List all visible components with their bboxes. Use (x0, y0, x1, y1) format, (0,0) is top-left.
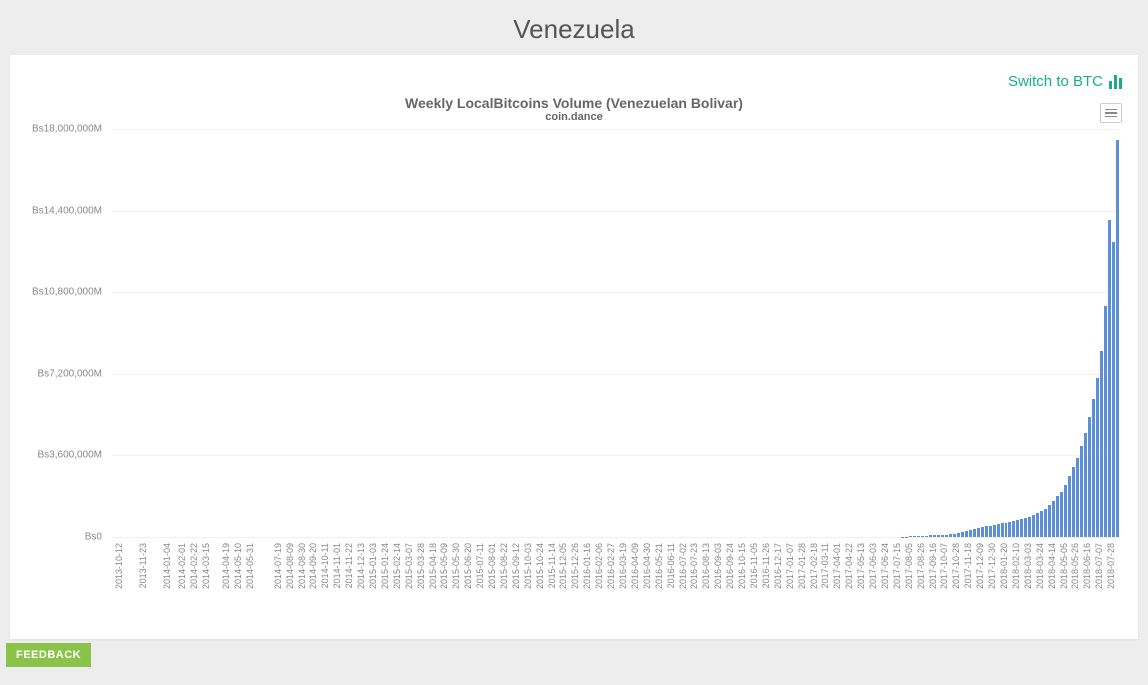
bars-icon (1109, 75, 1122, 89)
y-axis-label: Bs0 (20, 532, 108, 543)
gridline (112, 537, 1118, 538)
chart-bar[interactable] (1040, 511, 1043, 537)
chart-bar[interactable] (1108, 220, 1111, 537)
chart-bar[interactable] (1100, 351, 1103, 537)
chart-bar[interactable] (993, 525, 996, 537)
chart-bar[interactable] (929, 535, 932, 537)
chart-bar[interactable] (1032, 515, 1035, 537)
chart-bar[interactable] (985, 526, 988, 537)
chart-bar[interactable] (953, 534, 956, 537)
chart-bar[interactable] (1104, 306, 1107, 537)
chart-bar[interactable] (1068, 476, 1071, 537)
chart-bar[interactable] (1024, 518, 1027, 537)
chart-bar[interactable] (1112, 242, 1115, 537)
switch-currency-label: Switch to BTC (1008, 73, 1103, 90)
chart-bar[interactable] (1016, 520, 1019, 537)
chart-bar[interactable] (1080, 446, 1083, 537)
chart-bar[interactable] (989, 526, 992, 537)
chart-bar[interactable] (1048, 505, 1051, 537)
y-axis-label: Bs18,000,000M (20, 124, 108, 135)
y-axis-label: Bs14,400,000M (20, 205, 108, 216)
chart-bar[interactable] (921, 536, 924, 537)
chart-bar[interactable] (973, 529, 976, 537)
y-axis-label: Bs7,200,000M (20, 368, 108, 379)
feedback-button[interactable]: FEEDBACK (6, 643, 91, 667)
chart-bar[interactable] (977, 528, 980, 537)
chart-bar[interactable] (1044, 509, 1047, 537)
chart-bar[interactable] (1084, 433, 1087, 537)
chart-bar[interactable] (945, 535, 948, 537)
x-axis-slot (1112, 541, 1116, 629)
chart-bar[interactable] (1005, 523, 1008, 538)
chart-bar[interactable] (969, 530, 972, 537)
chart-bar[interactable] (1096, 378, 1099, 537)
chart-bar[interactable] (1052, 501, 1055, 537)
chart-bar[interactable] (1028, 517, 1031, 537)
switch-currency-link[interactable]: Switch to BTC (1008, 73, 1122, 90)
chart-menu-button[interactable] (1100, 103, 1122, 123)
chart-bar[interactable] (925, 536, 928, 537)
chart-bar[interactable] (997, 524, 1000, 537)
chart-bar[interactable] (1064, 485, 1067, 537)
chart-bar[interactable] (961, 532, 964, 537)
chart-bar[interactable] (941, 535, 944, 537)
chart-subtitle: coin.dance (20, 111, 1128, 123)
chart-bar[interactable] (957, 533, 960, 537)
chart-area: Bs0 Bs3,600,000M Bs7,200,000M Bs10,800,000M… (20, 129, 1128, 629)
chart-bar[interactable] (1072, 467, 1075, 537)
chart-bar[interactable] (1092, 399, 1095, 537)
chart-title: Weekly LocalBitcoins Volume (Venezuelan … (20, 95, 1128, 111)
chart-bar[interactable] (1012, 521, 1015, 537)
chart-bar[interactable] (965, 531, 968, 537)
chart-bar[interactable] (937, 535, 940, 537)
chart-bar[interactable] (909, 536, 912, 537)
y-axis-label: Bs10,800,000M (20, 287, 108, 298)
chart-bar[interactable] (1076, 458, 1079, 537)
chart-bar[interactable] (1116, 140, 1119, 537)
y-axis-label: Bs3,600,000M (20, 450, 108, 461)
chart-plot (112, 129, 1118, 537)
chart-bar[interactable] (1036, 513, 1039, 537)
chart-bar[interactable] (917, 536, 920, 537)
chart-bar[interactable] (949, 534, 952, 537)
chart-bar[interactable] (933, 535, 936, 537)
chart-bar[interactable] (1001, 523, 1004, 537)
page-title: Venezuela (0, 0, 1148, 55)
chart-bar[interactable] (981, 527, 984, 537)
chart-bar[interactable] (1060, 492, 1063, 537)
chart-card: Switch to BTC Weekly LocalBitcoins Volum… (10, 55, 1138, 639)
chart-bar[interactable] (1088, 417, 1091, 537)
chart-bar[interactable] (1008, 522, 1011, 537)
chart-bar[interactable] (913, 536, 916, 537)
chart-bar[interactable] (1020, 519, 1023, 537)
chart-bar[interactable] (1056, 496, 1059, 537)
